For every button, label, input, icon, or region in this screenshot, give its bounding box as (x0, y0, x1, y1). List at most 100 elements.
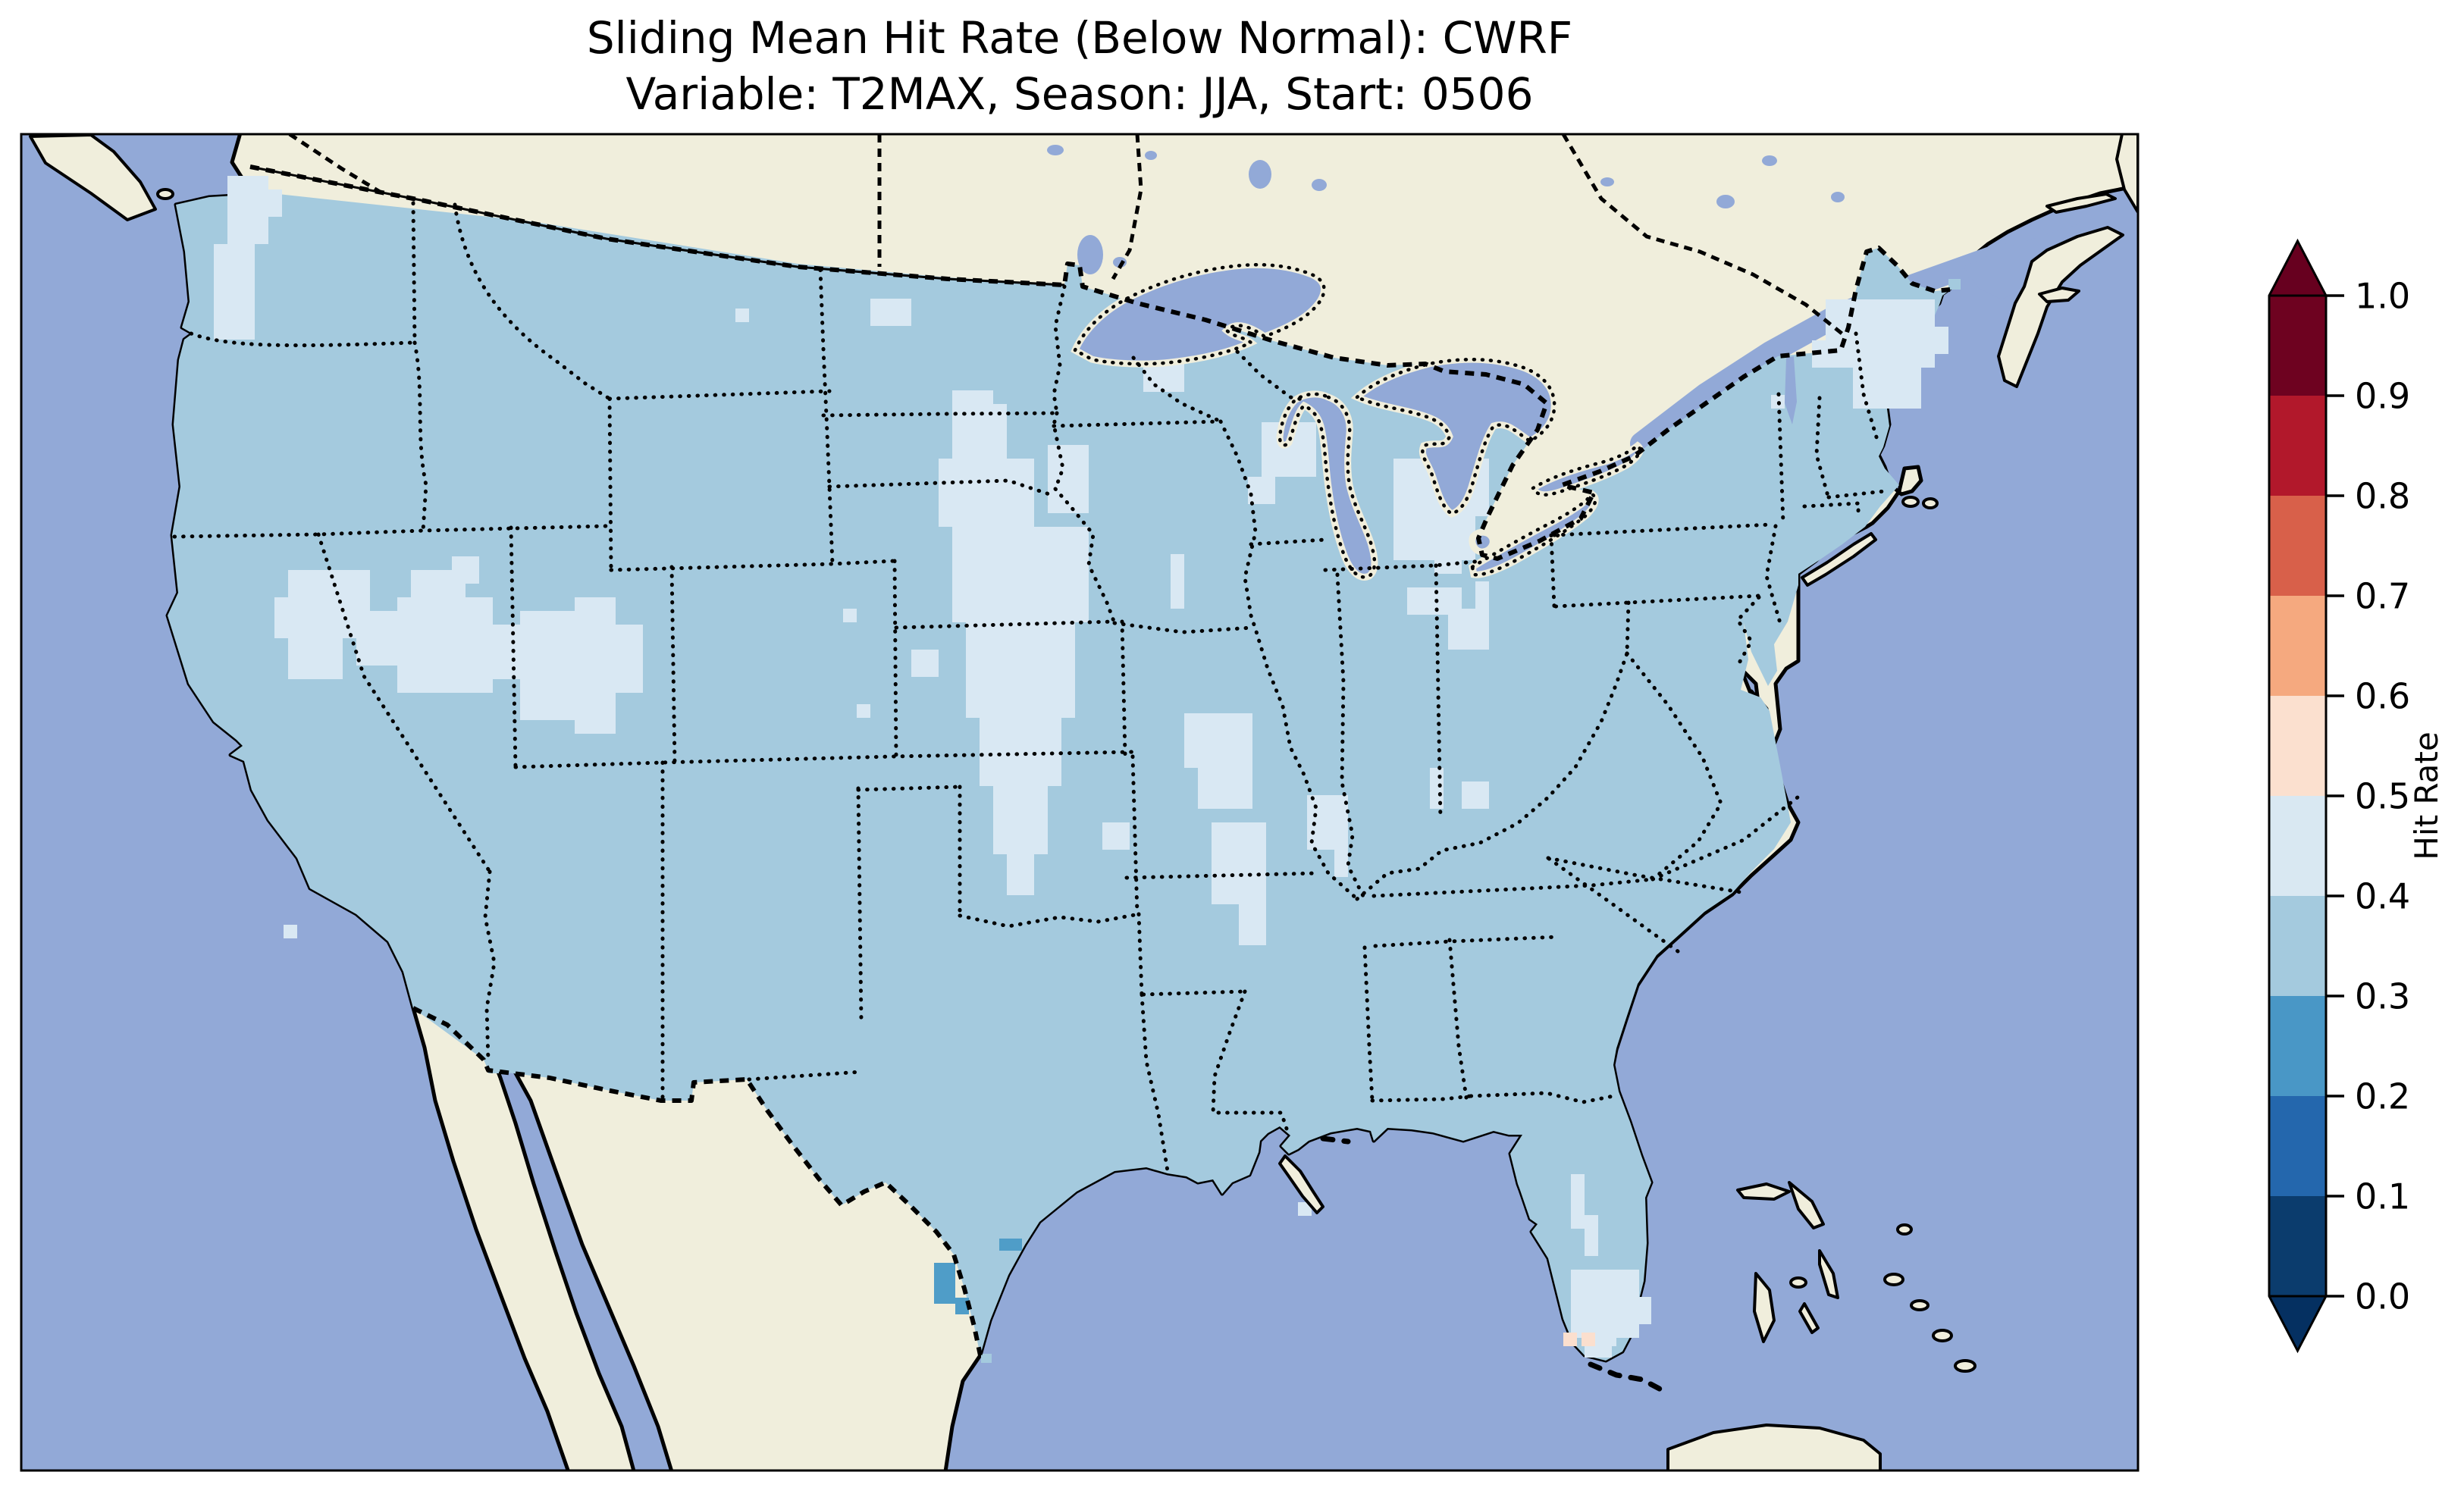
grid-cell (1448, 609, 1489, 650)
colorbar-tick-label: 0.4 (2355, 876, 2410, 917)
border-nm-tx-32n (747, 1070, 864, 1082)
border-bc-ab (288, 134, 385, 196)
border-ut-co (669, 565, 677, 766)
border-ia-ne (1053, 487, 1117, 625)
colorbar-segment (2269, 896, 2326, 996)
border-ia-mo (1112, 621, 1255, 634)
grid-cell (857, 704, 870, 718)
gulf-island (156, 188, 174, 200)
grid-cell (1248, 477, 1275, 504)
grid-cell (1334, 850, 1348, 877)
nova-scotia (1997, 226, 2124, 388)
grid-cell (999, 1239, 1022, 1251)
border-37n (513, 750, 1135, 769)
border-ca-nv (316, 532, 492, 874)
bahama-cay-2 (1910, 1299, 1930, 1311)
grid-cell (1212, 822, 1266, 904)
border-tx-pan-n (856, 785, 962, 792)
border-ohio-river (1355, 651, 1629, 901)
grid-cell (952, 527, 1089, 622)
grid-cell (493, 625, 520, 679)
border-nm-tx (856, 786, 864, 1024)
marthas-vineyard (1901, 496, 1920, 508)
colorbar: 0.0 0.1 0.2 0.3 0.4 0.5 0.6 0.7 0.8 0.9 1.0 (2268, 238, 2410, 1354)
grid-cell (284, 925, 297, 938)
grid-cell (214, 244, 255, 340)
border-nh-me (1854, 331, 1879, 442)
bahama-cay-1 (1883, 1273, 1904, 1286)
grid-cell (1102, 822, 1130, 850)
us-canada-border (249, 164, 1951, 561)
grid-cell (1921, 327, 1948, 354)
grid-cell (934, 1263, 955, 1304)
border-wy-west (607, 396, 613, 572)
florida-keys (1588, 1361, 1668, 1395)
border-ny-pa (1552, 522, 1773, 537)
border-appalachian (1625, 651, 1723, 882)
grid-cell (1434, 560, 1462, 574)
grid-cell (575, 597, 616, 734)
grid-cell (966, 622, 1075, 718)
grid-cell (1603, 1333, 1616, 1346)
border-mississippi-river (1218, 419, 1359, 901)
islands (29, 134, 2138, 1471)
state-borders (172, 201, 1887, 1173)
exuma (1798, 1302, 1820, 1334)
grid-cell (735, 309, 749, 322)
border-wa-or (189, 331, 415, 348)
colorbar-tick-label: 0.9 (2355, 376, 2410, 417)
colorbar-extend-max (2269, 241, 2326, 296)
grid-cell (980, 718, 1061, 786)
grid-cell (1585, 1215, 1598, 1256)
border-sd-ne (827, 478, 1056, 498)
border-vt-nh (1814, 396, 1831, 501)
colorbar-segment (2269, 396, 2326, 496)
international-borders (249, 164, 1951, 1356)
border-ky-tn (1372, 877, 1655, 898)
prince-edward-island (2038, 287, 2080, 303)
small-lakes (1047, 145, 1845, 424)
border-al-ga (1447, 938, 1469, 1100)
andros (1753, 1272, 1776, 1343)
border-va-nc (1651, 792, 1804, 882)
long-island (1801, 532, 1877, 587)
grid-cell (1826, 299, 1935, 368)
border-in-oh (1434, 563, 1443, 822)
grid-cell (452, 556, 479, 584)
border-mason-dixon (1553, 594, 1761, 609)
border-savannah-river (1546, 856, 1680, 954)
us-mexico-border (412, 1006, 983, 1356)
border-al-fl (1370, 1094, 1473, 1103)
border-mt-id (453, 202, 612, 401)
map (20, 133, 2140, 1472)
border-co-ks (892, 559, 898, 760)
border-41n (609, 559, 897, 572)
grid-cell (1239, 904, 1266, 945)
border-md-va-potomac (1735, 595, 1761, 668)
new-providence (1789, 1276, 1807, 1289)
plot-title-line1: Sliding Mean Hit Rate (Below Normal): CW… (587, 12, 1572, 64)
grid-cell (274, 597, 288, 638)
colorbar-segment (2269, 996, 2326, 1096)
border-wv-pa (1625, 600, 1631, 656)
grid-cell (993, 786, 1048, 854)
colorbar-tick-label: 0.7 (2355, 576, 2410, 617)
colorbar-tick-label: 0.5 (2355, 776, 2410, 817)
border-wi-il (1249, 537, 1328, 547)
province-borders (288, 134, 1845, 337)
colorbar-extend-min (2269, 1296, 2326, 1351)
colorbar-tick-label: 0.3 (2355, 976, 2410, 1017)
grid-cell (939, 459, 1034, 527)
map-frame (20, 133, 2140, 1472)
border-il-in (1335, 572, 1367, 901)
grid-cell-patches (214, 176, 1961, 1363)
grid-cell (1638, 1297, 1651, 1324)
border-mb-on (1111, 134, 1143, 280)
vancouver-island (29, 134, 157, 221)
border-ma-s (1802, 501, 1861, 521)
border-mn-sd (1052, 411, 1065, 491)
grid-cell (1184, 713, 1252, 768)
bahama-cay-3 (1932, 1329, 1953, 1342)
colorbar-segment (2269, 1096, 2326, 1196)
